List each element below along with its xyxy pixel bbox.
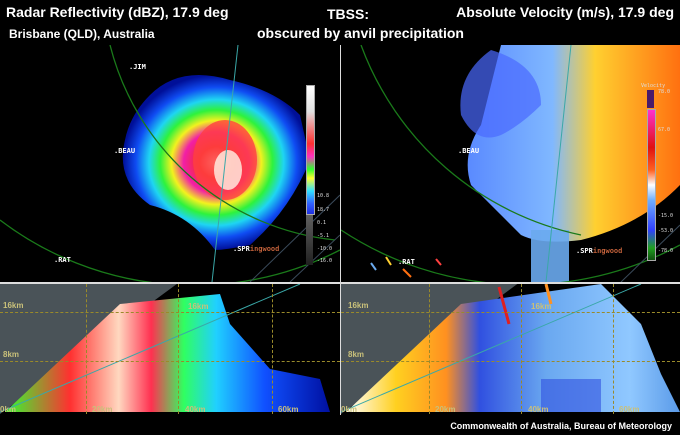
- y-label-8km: 8km: [3, 350, 20, 359]
- x-label-20km: 20km: [92, 405, 113, 414]
- inner-label: 16km: [188, 302, 209, 311]
- velocity-cross-section[interactable]: 16km 8km 16km 0km 20km 40km 60km: [341, 284, 680, 414]
- grid-line: [272, 284, 273, 414]
- tbss-title: TBSS:: [327, 6, 369, 22]
- x-label-40km: 40km: [528, 405, 549, 414]
- reflectivity-colorbar-low: [306, 215, 313, 265]
- copyright-credit: Commonwealth of Australia, Bureau of Met…: [450, 421, 672, 431]
- reflectivity-section-plot: [0, 284, 330, 413]
- colorbar-label: 0.1: [317, 220, 327, 226]
- colorbar-label: -5.1: [317, 233, 330, 239]
- grid-line: [613, 284, 614, 414]
- colorbar-label: 18.7: [317, 207, 330, 213]
- velocity-section-plot: [341, 284, 680, 413]
- velocity-colorbar: [647, 109, 656, 261]
- y-label-16km: 16km: [348, 301, 369, 310]
- reflectivity-colorbar: [306, 85, 315, 215]
- colorbar-title: Velocity: [641, 83, 666, 89]
- velocity-colorbar-top: [647, 90, 654, 108]
- colorbar-label: 10.8: [317, 193, 330, 199]
- x-label-60km: 60km: [619, 405, 640, 414]
- reflectivity-title: Radar Reflectivity (dBZ), 17.9 deg: [6, 4, 229, 20]
- x-label-40km: 40km: [185, 405, 206, 414]
- map-label-jim: .JIM: [129, 63, 146, 71]
- grid-line: [429, 284, 430, 414]
- map-label-beau: .BEAU: [114, 147, 136, 155]
- colorbar-label: 67.0: [658, 127, 671, 133]
- velocity-map[interactable]: .BEAU .RAT .SPRingwood Velocity 78.0 67.…: [341, 45, 680, 282]
- x-label-60km: 60km: [278, 405, 299, 414]
- grid-line: [0, 361, 340, 362]
- x-label-0km: 0km: [0, 405, 17, 414]
- grid-line: [341, 361, 680, 362]
- velocity-title: Absolute Velocity (m/s), 17.9 deg: [456, 4, 674, 20]
- vertical-divider: [340, 45, 341, 415]
- reflectivity-cross-section[interactable]: 16km 8km 16km 0km 20km 40km 60km: [0, 284, 340, 414]
- reflectivity-map[interactable]: .JIM .BEAU .RAT .SPRingwood 10.8 18.7 0.…: [0, 45, 340, 282]
- reflectivity-plot: [0, 45, 340, 282]
- colorbar-label: -15.0: [658, 213, 674, 219]
- y-label-16km: 16km: [3, 301, 24, 310]
- map-label-springwood: .SPRingwood: [233, 245, 280, 253]
- grid-line: [86, 284, 87, 414]
- x-label-0km: 0km: [341, 405, 358, 414]
- velocity-plot: [341, 45, 680, 282]
- map-label-springwood: .SPRingwood: [576, 247, 623, 255]
- grid-line: [521, 284, 522, 414]
- colorbar-label: -78.0: [658, 248, 674, 254]
- inner-label: 16km: [531, 302, 552, 311]
- horizontal-divider: [0, 282, 680, 284]
- grid-line: [341, 312, 680, 313]
- grid-line: [178, 284, 179, 414]
- map-label-rat: .RAT: [54, 256, 71, 264]
- colorbar-label: -53.0: [658, 228, 674, 234]
- map-label-rat: .RAT: [398, 258, 415, 266]
- location-subtitle: Brisbane (QLD), Australia: [9, 27, 155, 41]
- colorbar-label: -16.0: [317, 258, 333, 264]
- x-label-20km: 20km: [435, 405, 456, 414]
- grid-line: [0, 312, 340, 313]
- colorbar-label: 78.0: [658, 89, 671, 95]
- map-label-beau: .BEAU: [458, 147, 480, 155]
- tbss-subtitle: obscured by anvil precipitation: [257, 25, 464, 41]
- y-label-8km: 8km: [348, 350, 365, 359]
- colorbar-label: -10.0: [317, 246, 333, 252]
